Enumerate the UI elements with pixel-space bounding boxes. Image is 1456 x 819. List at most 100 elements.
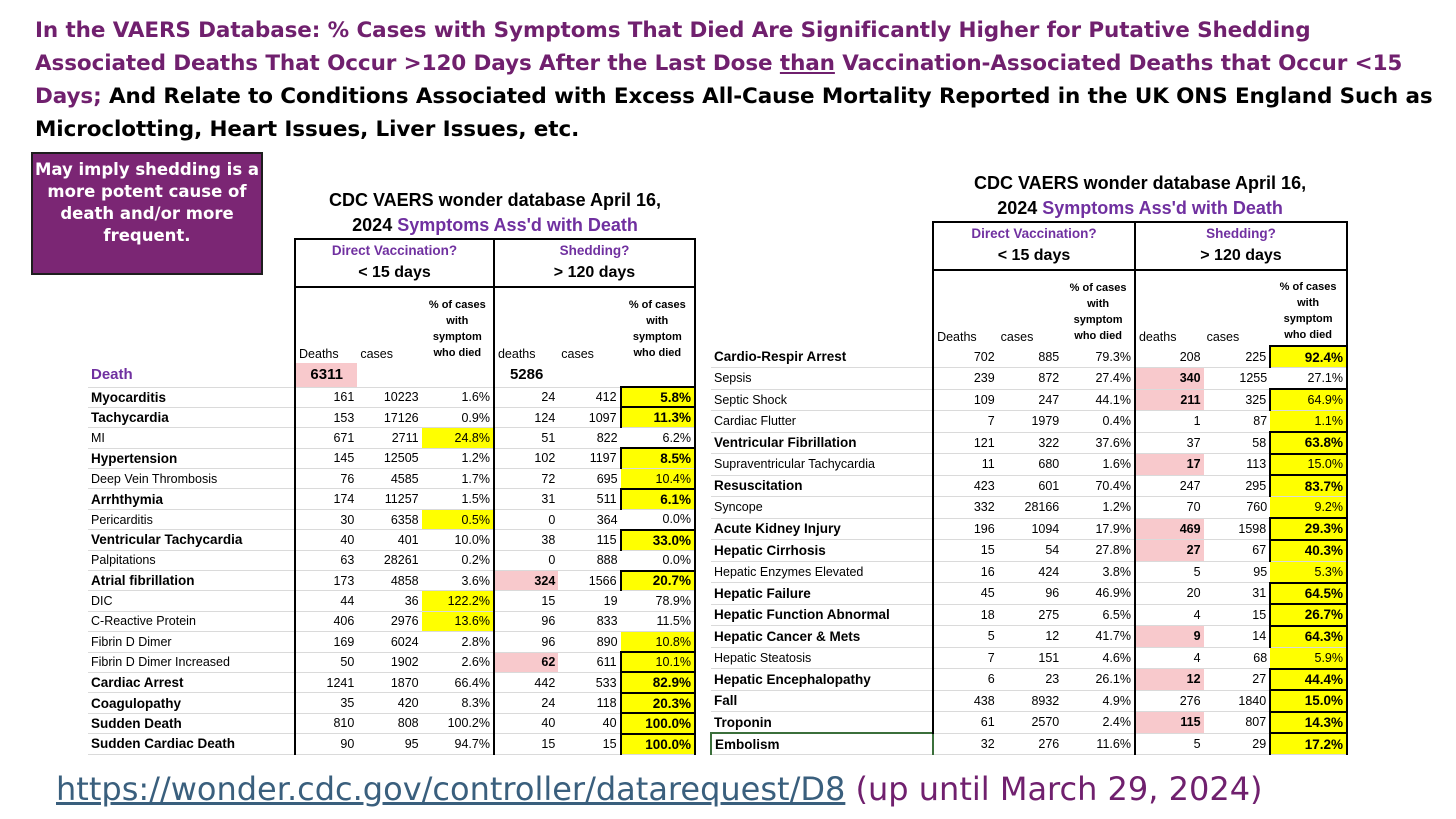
left-row: DIC 44 36 122.2% 15 19 78.9%	[88, 590, 697, 612]
left-title-line-1: CDC VAERS wonder database April 16,	[328, 189, 662, 210]
right-deaths-15: 32	[932, 733, 998, 755]
right-pct-120: 5.9%	[1270, 647, 1348, 669]
right-cases-120: 1840	[1203, 690, 1271, 712]
right-pct-15: 6.5%	[1062, 604, 1136, 626]
left-cases-15: 4858	[357, 570, 422, 592]
right-cases-15: 23	[997, 668, 1063, 691]
left-col-pct-2: % of cases with symptom who died	[620, 287, 697, 363]
right-deaths-120: 4	[1134, 647, 1204, 669]
right-title-year: 2024	[997, 197, 1043, 218]
death-total-120: 5286	[493, 363, 559, 388]
right-row: Hepatic Steatosis 7 151 4.6% 4 68 5.9%	[711, 647, 1348, 669]
left-deaths-120: 0	[493, 550, 559, 572]
right-row: Sepsis 239 872 27.4% 340 1255 27.1%	[711, 367, 1348, 390]
headline-part-3: Vaccination-Associated Deaths that Occur…	[35, 51, 1403, 109]
right-cases-15: 601	[997, 475, 1063, 497]
right-cases-15: 276	[997, 733, 1063, 755]
right-pct-120: 17.2%	[1269, 732, 1348, 755]
left-pct-120: 11.5%	[620, 611, 697, 633]
right-deaths-120: 1	[1134, 410, 1204, 433]
right-pct-120: 64.9%	[1269, 388, 1348, 411]
right-symptom-name: Cardio-Respir Arrest	[711, 346, 934, 368]
left-pct-15: 1.5%	[421, 488, 495, 510]
left-row: Fibrin D Dimer 169 6024 2.8% 96 890 10.8%	[88, 631, 697, 653]
left-pct-120: 6.1%	[619, 487, 697, 510]
left-cases-120: 1097	[558, 407, 621, 429]
left-cases-15: 2711	[357, 427, 422, 449]
left-pct-15: 0.5%	[421, 509, 495, 531]
left-col-cases: cases	[360, 347, 393, 361]
right-cases-15: 54	[997, 539, 1063, 562]
right-symptom-name: Resuscitation	[711, 475, 934, 497]
headline: In the VAERS Database: % Cases with Symp…	[35, 14, 1435, 146]
right-symptom-name: Hepatic Encephalopathy	[711, 668, 934, 691]
left-cases-15: 12505	[357, 448, 422, 470]
right-pct-120: 9.2%	[1270, 496, 1348, 519]
left-table-title: CDC VAERS wonder database April 16, 2024 …	[295, 187, 695, 239]
right-cases-15: 275	[997, 604, 1063, 626]
right-cases-15: 8932	[997, 690, 1063, 712]
source-link[interactable]: https://wonder.cdc.gov/controller/datare…	[56, 770, 846, 808]
right-symptom-name: Embolism	[709, 732, 935, 755]
left-pct-120: 78.9%	[620, 590, 697, 612]
right-deaths-120: 17	[1134, 453, 1204, 476]
left-cases-15: 4585	[357, 468, 422, 490]
right-symptom-name: Hepatic Failure	[711, 582, 934, 605]
right-row: Supraventricular Tachycardia 11 680 1.6% 17 1…	[711, 452, 1348, 476]
right-deaths-120: 469	[1134, 518, 1204, 540]
left-deaths-120: 96	[493, 611, 559, 633]
left-vaers-table: CDC VAERS wonder database April 16, 2024 …	[88, 187, 697, 755]
left-cases-15: 808	[357, 713, 422, 735]
right-pct-15: 1.2%	[1062, 496, 1136, 519]
left-deaths-15: 63	[294, 550, 358, 572]
left-symptom-name: Ventricular Tachycardia	[88, 529, 296, 551]
left-cases-15: 28261	[357, 550, 422, 572]
left-row: Myocarditis 161 10223 1.6% 24 412 5.8%	[88, 385, 697, 408]
right-symptom-name: Hepatic Enzymes Elevated	[711, 561, 934, 583]
left-deaths-120: 72	[493, 468, 559, 490]
left-title-year: 2024	[352, 214, 398, 235]
right-symptom-name: Acute Kidney Injury	[711, 518, 934, 540]
left-deaths-120: 15	[493, 733, 559, 755]
footer-source: https://wonder.cdc.gov/controller/datare…	[56, 770, 1263, 808]
left-deaths-15: 145	[294, 448, 358, 470]
left-symptom-name: C-Reactive Protein	[88, 611, 296, 633]
right-row: Hepatic Encephalopathy 6 23 26.1% 12 27 44.4%	[711, 667, 1348, 691]
right-deaths-15: 239	[932, 367, 998, 390]
left-cases-15: 1902	[357, 652, 422, 673]
right-pct-15: 1.6%	[1062, 453, 1136, 476]
left-deaths-120: 15	[493, 590, 559, 612]
right-symptom-name: Fall	[711, 690, 934, 712]
left-symptom-name: Hypertension	[88, 448, 296, 470]
left-period-15: < 15 days	[294, 260, 495, 288]
left-row: MI 671 2711 24.8% 51 822 6.2%	[88, 427, 697, 449]
left-deaths-15: 40	[294, 529, 358, 551]
right-table-title: CDC VAERS wonder database April 16, 2024 …	[933, 170, 1347, 222]
right-cases-120: 15	[1203, 604, 1271, 626]
left-symptom-name: Sudden Cardiac Death	[88, 733, 296, 755]
left-deaths-15: 671	[294, 427, 358, 449]
right-symptom-name: Cardiac Flutter	[711, 410, 934, 433]
left-row: Coagulopathy 35 420 8.3% 24 118 20.3%	[88, 691, 697, 714]
left-row: Ventricular Tachycardia 40 401 10.0% 38 115 33…	[88, 528, 697, 551]
left-deaths-15: 76	[294, 468, 358, 490]
right-deaths-120: 247	[1134, 475, 1204, 497]
left-symptom-name: Palpitations	[88, 550, 296, 572]
left-col-pct: % of cases with symptom who died	[421, 287, 495, 363]
right-pct-120: 64.3%	[1269, 624, 1348, 648]
right-deaths-120: 27	[1134, 539, 1204, 562]
right-deaths-120: 37	[1134, 432, 1204, 454]
right-pct-120: 63.8%	[1269, 431, 1348, 454]
left-col-cases-2: cases	[561, 347, 594, 361]
left-col-deaths: Deaths	[294, 287, 358, 363]
left-deaths-120: 38	[493, 529, 559, 551]
right-deaths-120: 115	[1134, 711, 1204, 734]
right-pct-120: 83.7%	[1269, 474, 1348, 497]
left-deaths-15: 169	[294, 631, 358, 653]
right-pct-15: 4.6%	[1062, 647, 1136, 669]
left-deaths-15: 810	[294, 713, 358, 735]
right-cases-15: 247	[997, 389, 1063, 411]
left-row: Sudden Cardiac Death 90 95 94.7% 15 15 100.0%	[88, 732, 697, 755]
right-row: Syncope 332 28166 1.2% 70 760 9.2%	[711, 496, 1348, 519]
right-pct-120: 26.7%	[1269, 603, 1348, 626]
